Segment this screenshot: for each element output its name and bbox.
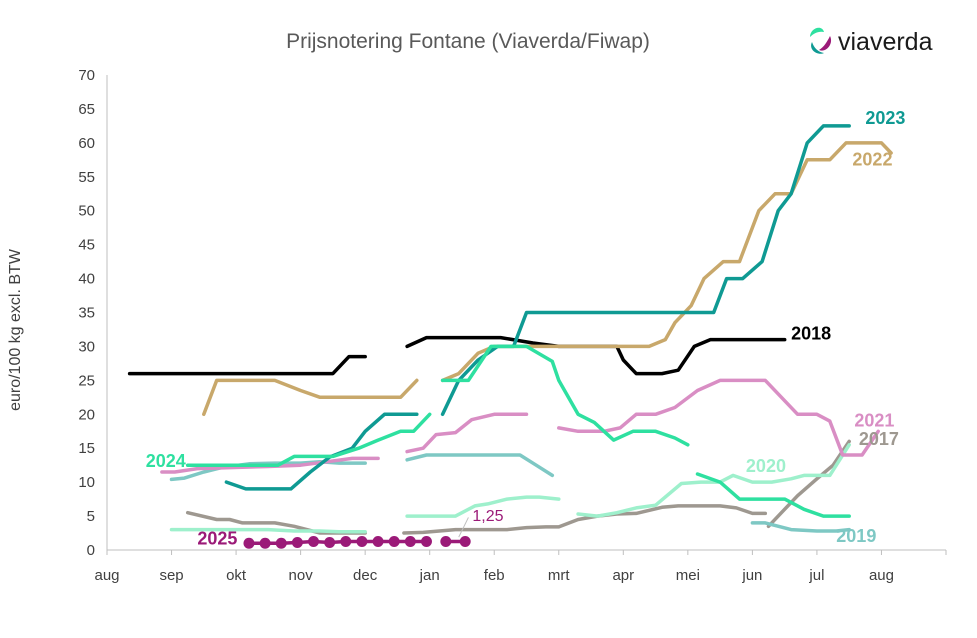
series-line-2018 <box>405 335 787 376</box>
data-point-2025 <box>388 536 400 548</box>
data-point-2025 <box>440 536 452 548</box>
series-label-2018: 2018 <box>791 324 831 344</box>
x-axis: aug sep okt nov dec jan feb mrt apr mei jun jul aug <box>94 549 947 584</box>
series-2023 <box>224 124 851 491</box>
x-tick-label: nov <box>289 567 314 584</box>
y-tick-label: 35 <box>78 305 95 322</box>
data-point-2025 <box>404 536 416 548</box>
data-point-2025 <box>243 537 255 549</box>
series-label-2021: 2021 <box>854 411 894 431</box>
series-line-2017 <box>766 439 851 529</box>
series-2018 <box>127 335 787 376</box>
y-tick-label: 65 <box>78 101 95 118</box>
series-line-2024 <box>695 472 851 518</box>
data-point-2025 <box>356 536 368 548</box>
series-line-2021 <box>405 412 529 454</box>
series-label-2024: 2024 <box>146 451 186 471</box>
x-tick-label: sep <box>159 567 183 584</box>
series-line-2021 <box>160 456 380 474</box>
series-line-2023 <box>440 124 851 417</box>
x-tick-label: jul <box>808 567 824 584</box>
y-tick-label: 40 <box>78 271 95 288</box>
y-axis-label: euro/100 kg excl. BTW <box>7 248 24 411</box>
data-point-2025 <box>275 537 287 549</box>
series-label-2025: 2025 <box>197 529 237 549</box>
data-point-2025 <box>291 537 303 549</box>
series-label-2023: 2023 <box>865 108 905 128</box>
series-label-2019: 2019 <box>836 526 876 546</box>
series-line-2017 <box>402 504 768 535</box>
series-label-2022: 2022 <box>852 149 892 169</box>
y-tick-label: 15 <box>78 440 95 457</box>
y-axis-ticks: 0 5 10 15 20 25 30 35 40 45 50 55 60 65 70 <box>78 67 108 559</box>
data-point-2025 <box>420 536 432 548</box>
y-tick-label: 50 <box>78 203 95 220</box>
x-tick-label: dec <box>353 567 378 584</box>
x-tick-label: jun <box>741 567 762 584</box>
y-tick-label: 25 <box>78 372 95 389</box>
annotation-leader <box>458 517 469 538</box>
x-tick-label: apr <box>612 567 634 584</box>
x-tick-label: aug <box>869 567 894 584</box>
series-2021 <box>160 378 880 474</box>
data-point-2025 <box>308 536 320 548</box>
series-line-2019 <box>405 453 555 478</box>
series-line-2025 <box>247 539 429 545</box>
series-2024 <box>185 344 851 518</box>
y-tick-label: 10 <box>78 474 95 491</box>
y-tick-label: 45 <box>78 237 95 254</box>
series-line-2020 <box>405 495 561 518</box>
series-line-2024 <box>185 412 432 467</box>
data-point-2025 <box>459 536 471 548</box>
viaverda-logo-icon <box>810 27 832 54</box>
y-tick-label: 5 <box>87 508 95 525</box>
x-tick-label: mrt <box>548 567 570 584</box>
x-tick-label: okt <box>226 567 247 584</box>
series-line-2019 <box>750 521 851 533</box>
series-layer <box>127 124 893 549</box>
data-point-2025 <box>259 537 271 549</box>
data-point-2025 <box>372 536 384 548</box>
series-labels: 2018 2017 2019 2020 2021 2022 2023 2024 2025 <box>146 108 906 549</box>
series-line-2021 <box>557 378 880 457</box>
viaverda-logo-text: viaverda <box>838 28 933 56</box>
series-label-2020: 2020 <box>746 456 786 476</box>
y-tick-label: 20 <box>78 406 95 423</box>
series-label-2017: 2017 <box>859 429 899 449</box>
viaverda-logo: viaverda <box>810 27 933 56</box>
series-line-2018 <box>127 354 367 376</box>
x-tick-label: jan <box>419 567 440 584</box>
y-tick-label: 55 <box>78 169 95 186</box>
y-tick-label: 30 <box>78 338 95 355</box>
x-tick-label: feb <box>484 567 505 584</box>
annotation-label: 1,25 <box>472 508 503 525</box>
annotations: 1,25 <box>458 508 504 538</box>
series-2025 <box>243 536 471 549</box>
series-line-2024 <box>440 344 690 447</box>
y-tick-label: 0 <box>87 542 95 559</box>
series-line-2020 <box>169 527 367 534</box>
series-line-2023 <box>224 412 419 491</box>
y-tick-label: 60 <box>78 135 95 152</box>
chart-title: Prijsnotering Fontane (Viaverda/Fiwap) <box>286 30 650 53</box>
series-line-2022 <box>202 378 419 417</box>
data-point-2025 <box>340 536 352 548</box>
data-point-2025 <box>324 537 336 549</box>
x-tick-label: mei <box>676 567 700 584</box>
x-tick-label: aug <box>94 567 119 584</box>
y-tick-label: 70 <box>78 67 95 84</box>
